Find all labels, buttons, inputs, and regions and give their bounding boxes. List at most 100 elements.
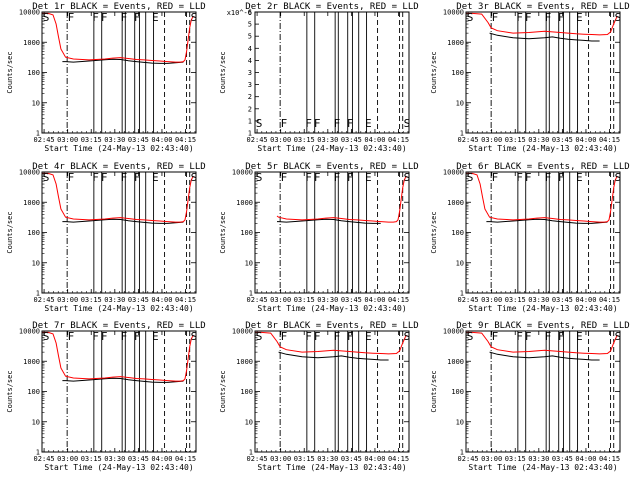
- y-tick-label: 10: [32, 418, 40, 426]
- x-tick-label: 03:45: [341, 136, 362, 144]
- x-tick-label: 03:00: [481, 136, 502, 144]
- marker-label: S: [615, 330, 622, 343]
- y-tick-label: 1: [460, 290, 464, 298]
- y-tick-label: 1000: [447, 199, 464, 207]
- y-tick-label: 10000: [232, 328, 253, 336]
- chart-title: Det 8r BLACK = Events, RED = LLD: [245, 321, 418, 331]
- x-tick-label: 03:15: [505, 455, 526, 463]
- x-tick-label: 03:30: [104, 296, 125, 304]
- y-tick-label: 100: [451, 229, 464, 237]
- y-tick-label: 100: [240, 229, 253, 237]
- events-series-line: [489, 32, 600, 42]
- y-tick-label: 100: [27, 388, 40, 396]
- marker-label: F: [281, 330, 288, 343]
- x-tick-label: 03:00: [57, 136, 78, 144]
- plot-frame: [254, 11, 410, 134]
- x-tick-label: 03:30: [317, 455, 338, 463]
- x-tick-label: 03:45: [128, 455, 149, 463]
- x-axis-label: Start Time (24-May-13 02:43:40): [44, 463, 193, 472]
- y-tick-label: 5: [248, 21, 252, 29]
- marker-label: S: [256, 117, 263, 130]
- marker-label: E: [365, 330, 372, 343]
- y-axis-label: Counts/sec: [219, 370, 227, 412]
- chart-title: Det 4r BLACK = Events, RED = LLD: [32, 162, 205, 172]
- y-tick-label: 4: [248, 45, 252, 53]
- chart-title: Det 2r BLACK = Events, RED = LLD: [245, 2, 418, 12]
- x-tick-label: 04:00: [364, 136, 385, 144]
- x-tick-label: 04:15: [175, 455, 196, 463]
- marker-label: F: [101, 330, 108, 343]
- y-axis-label: Counts/sec: [430, 51, 438, 93]
- marker-label: S: [467, 11, 474, 24]
- y-tick-label: 1000: [23, 199, 40, 207]
- marker-label: F: [516, 11, 523, 24]
- lld-series-line: [42, 12, 195, 63]
- marker-label: S: [404, 117, 411, 130]
- x-tick-label: 03:00: [57, 296, 78, 304]
- x-axis-label: Start Time (24-May-13 02:43:40): [468, 463, 617, 472]
- x-axis-label: Start Time (24-May-13 02:43:40): [257, 463, 406, 472]
- marker-label: F: [121, 11, 128, 24]
- marker-label: F: [347, 117, 354, 130]
- marker-label: S: [404, 330, 411, 343]
- x-axis-label: Start Time (24-May-13 02:43:40): [44, 144, 193, 153]
- marker-label: F: [68, 330, 75, 343]
- marker-label: F: [492, 171, 499, 184]
- plot-frame: [465, 171, 621, 294]
- marker-label: F: [121, 330, 128, 343]
- x-tick-label: 04:15: [599, 296, 620, 304]
- marker-label: F: [545, 171, 552, 184]
- events-series-line: [62, 377, 184, 383]
- marker-label: F: [68, 11, 75, 24]
- x-tick-label: 02:45: [34, 455, 55, 463]
- x-tick-label: 02:45: [458, 136, 479, 144]
- y-tick-label: 3: [248, 69, 252, 77]
- y-tick-label: 100: [27, 69, 40, 77]
- marker-label: S: [43, 171, 50, 184]
- marker-label: F: [305, 117, 312, 130]
- x-tick-label: 03:00: [481, 455, 502, 463]
- chart-title: Det 3r BLACK = Events, RED = LLD: [456, 2, 629, 12]
- y-tick-label: 10000: [19, 9, 40, 17]
- plot-frame: [41, 171, 197, 294]
- marker-label: E: [576, 330, 583, 343]
- x-tick-label: 03:15: [294, 296, 315, 304]
- marker-label: S: [615, 11, 622, 24]
- y-axis-label: Counts/sec: [6, 211, 14, 253]
- y-tick-label: 10000: [232, 169, 253, 177]
- x-tick-label: 03:00: [270, 296, 291, 304]
- marker-label: F: [134, 11, 141, 24]
- y-tick-label: 1000: [447, 358, 464, 366]
- marker-label: F: [492, 330, 499, 343]
- x-tick-label: 02:45: [247, 296, 268, 304]
- x-tick-label: 02:45: [247, 455, 268, 463]
- plot-frame: [465, 330, 621, 453]
- lld-series-line: [255, 331, 408, 355]
- x-tick-label: 03:30: [528, 136, 549, 144]
- x-tick-label: 03:15: [81, 455, 102, 463]
- y-axis-label: Counts/sec: [6, 370, 14, 412]
- events-series-line: [62, 218, 184, 224]
- x-tick-label: 03:30: [104, 455, 125, 463]
- marker-label: F: [347, 171, 354, 184]
- marker-label: F: [545, 330, 552, 343]
- marker-label: F: [305, 330, 312, 343]
- plot-frame: [254, 171, 410, 294]
- x-tick-label: 03:45: [341, 296, 362, 304]
- x-tick-label: 03:15: [294, 455, 315, 463]
- y-tick-label: 1: [36, 290, 40, 298]
- marker-label: S: [615, 171, 622, 184]
- x-tick-label: 03:45: [552, 136, 573, 144]
- y-axis-label: Counts/sec: [430, 211, 438, 253]
- marker-label: S: [191, 171, 198, 184]
- y-tick-label: 10000: [19, 328, 40, 336]
- events-series-line: [277, 218, 381, 224]
- y-tick-label: 10000: [443, 9, 464, 17]
- y-tick-label: 100: [451, 69, 464, 77]
- x-tick-label: 04:00: [151, 136, 172, 144]
